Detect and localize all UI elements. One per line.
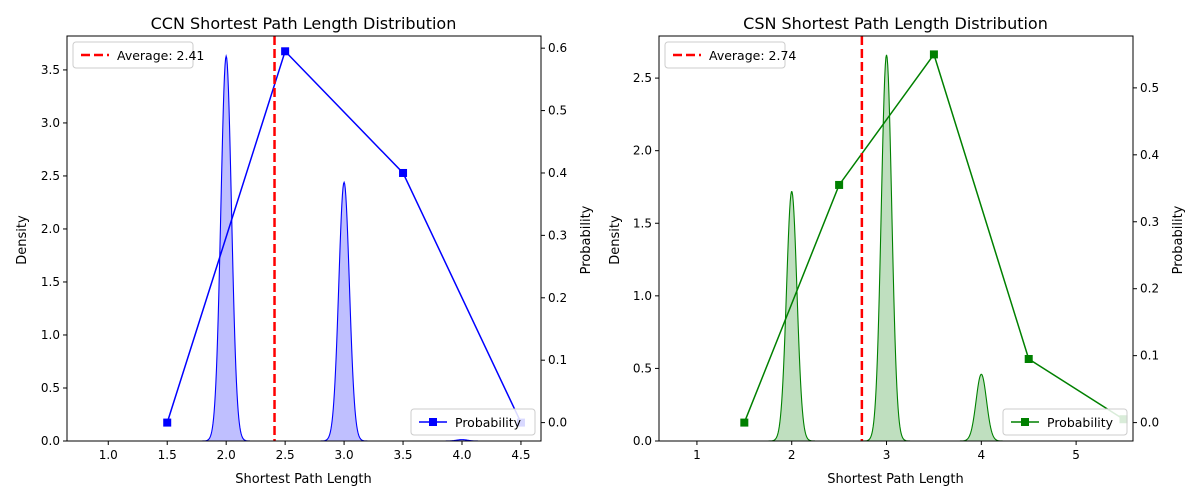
y-tick-label: 1.0 bbox=[633, 289, 652, 303]
x-tick-label: 2.0 bbox=[217, 448, 236, 462]
y-tick-label: 0.5 bbox=[633, 361, 652, 375]
probability-line bbox=[743, 52, 1124, 423]
legend-label: Probability bbox=[455, 415, 522, 430]
y-tick-label: 1.5 bbox=[633, 216, 652, 230]
axes-frame bbox=[658, 35, 1134, 442]
y2-tick-label: 0.3 bbox=[1140, 215, 1159, 229]
y2-tick-label: 0.4 bbox=[548, 166, 567, 180]
y2-tick-label: 0.0 bbox=[548, 416, 567, 430]
ccn-chart-panel: CCN Shortest Path Length Distribution Sh… bbox=[15, 14, 594, 487]
probability-point bbox=[399, 168, 408, 177]
y2-tick-label: 0.0 bbox=[1140, 416, 1159, 430]
y-tick-label: 2.5 bbox=[41, 169, 60, 183]
y2-tick-label: 0.5 bbox=[548, 104, 567, 118]
probability-point bbox=[1024, 354, 1033, 363]
legend-marker bbox=[429, 418, 437, 426]
y2-axis-label: Probability bbox=[1171, 205, 1186, 274]
x-tick-label: 4.5 bbox=[511, 448, 530, 462]
legend-label: Probability bbox=[1047, 415, 1114, 430]
x-tick-label: 2 bbox=[788, 448, 796, 462]
x-tick-label: 1 bbox=[693, 448, 701, 462]
x-tick-label: 5 bbox=[1072, 448, 1080, 462]
x-tick-label: 2.5 bbox=[276, 448, 295, 462]
average-legend bbox=[664, 41, 786, 69]
density-area bbox=[673, 54, 1100, 442]
average-legend bbox=[72, 41, 194, 69]
legend-label: Average: 2.74 bbox=[709, 48, 796, 63]
y2-axis-label: Probability bbox=[579, 205, 594, 274]
chart-title: CSN Shortest Path Length Distribution bbox=[743, 14, 1048, 33]
density-curve bbox=[84, 53, 486, 442]
y-axis-label: Density bbox=[15, 215, 30, 265]
probability-point bbox=[740, 418, 749, 427]
legend-label: Average: 2.41 bbox=[117, 48, 204, 63]
density-area bbox=[84, 56, 486, 442]
probability-point bbox=[929, 50, 938, 59]
y-tick-label: 0.0 bbox=[633, 434, 652, 448]
y2-tick-label: 0.5 bbox=[1140, 81, 1159, 95]
x-tick-label: 1.0 bbox=[99, 448, 118, 462]
y-tick-label: 1.0 bbox=[41, 328, 60, 342]
probability-line bbox=[166, 49, 522, 423]
y-tick-label: 0.0 bbox=[41, 434, 60, 448]
y2-tick-label: 0.2 bbox=[1140, 282, 1159, 296]
x-axis-label: Shortest Path Length bbox=[827, 472, 963, 487]
x-tick-label: 4 bbox=[977, 448, 985, 462]
y2-tick-label: 0.2 bbox=[548, 291, 567, 305]
y-axis-label: Density bbox=[608, 215, 623, 265]
x-tick-label: 3 bbox=[883, 448, 891, 462]
y-tick-label: 3.5 bbox=[41, 63, 60, 77]
y2-tick-label: 0.1 bbox=[1140, 349, 1159, 363]
probability-point bbox=[163, 418, 172, 427]
y-tick-label: 1.5 bbox=[41, 275, 60, 289]
x-tick-label: 3.5 bbox=[393, 448, 412, 462]
y2-tick-label: 0.4 bbox=[1140, 148, 1159, 162]
x-tick-label: 1.5 bbox=[158, 448, 177, 462]
y-tick-label: 3.0 bbox=[41, 116, 60, 130]
y-tick-label: 2.0 bbox=[41, 222, 60, 236]
axes-frame bbox=[66, 35, 542, 442]
x-tick-label: 4.0 bbox=[452, 448, 471, 462]
legend-marker bbox=[1021, 418, 1029, 426]
csn-chart-panel: CSN Shortest Path Length Distribution Sh… bbox=[608, 14, 1186, 487]
y2-tick-label: 0.1 bbox=[548, 353, 567, 367]
x-tick-label: 3.0 bbox=[335, 448, 354, 462]
chart-title: CCN Shortest Path Length Distribution bbox=[151, 14, 457, 33]
y-tick-label: 2.5 bbox=[633, 71, 652, 85]
probability-legend bbox=[410, 408, 536, 436]
x-axis-label: Shortest Path Length bbox=[235, 472, 371, 487]
y-tick-label: 2.0 bbox=[633, 144, 652, 158]
y2-tick-label: 0.6 bbox=[548, 41, 567, 55]
probability-legend bbox=[1002, 408, 1128, 436]
y2-tick-label: 0.3 bbox=[548, 228, 567, 242]
y-tick-label: 0.5 bbox=[41, 381, 60, 395]
probability-point bbox=[281, 47, 290, 56]
probability-point bbox=[835, 180, 844, 189]
